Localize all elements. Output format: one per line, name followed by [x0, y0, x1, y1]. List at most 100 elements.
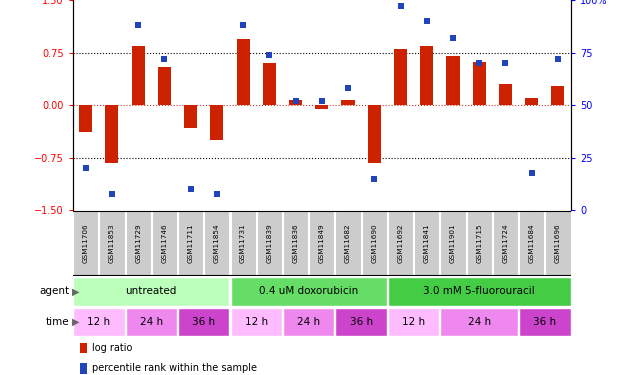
Bar	[73, 308, 124, 336]
Point	[369, 176, 379, 182]
Bar	[440, 211, 466, 275]
Bar	[105, 105, 119, 163]
Text: GSM11839: GSM11839	[266, 224, 273, 263]
Bar	[152, 211, 177, 275]
Point	[107, 190, 117, 196]
Bar	[126, 211, 151, 275]
Bar	[204, 211, 230, 275]
Text: GSM11836: GSM11836	[293, 224, 298, 263]
Bar	[388, 211, 413, 275]
Bar	[73, 211, 98, 275]
Bar	[73, 277, 230, 306]
Bar	[257, 211, 282, 275]
Bar	[545, 211, 570, 275]
Point	[290, 98, 300, 104]
Bar	[493, 211, 518, 275]
Text: GSM11746: GSM11746	[162, 224, 167, 263]
Point	[343, 86, 353, 92]
Bar	[178, 308, 230, 336]
Text: agent: agent	[39, 286, 69, 296]
Text: time: time	[46, 317, 69, 327]
Text: GSM11841: GSM11841	[424, 224, 430, 263]
Bar	[341, 100, 355, 105]
Bar	[126, 308, 177, 336]
Bar	[362, 211, 387, 275]
Point	[422, 18, 432, 24]
Text: 36 h: 36 h	[533, 317, 557, 327]
Text: 12 h: 12 h	[245, 317, 268, 327]
Bar	[132, 46, 144, 105]
Text: GSM11901: GSM11901	[450, 224, 456, 263]
Text: GSM11682: GSM11682	[345, 224, 351, 263]
Text: GSM11731: GSM11731	[240, 224, 246, 263]
Point	[474, 60, 484, 66]
Bar	[525, 98, 538, 105]
Bar	[178, 211, 203, 275]
Point	[500, 60, 510, 66]
Point	[81, 165, 91, 171]
Text: GSM11684: GSM11684	[529, 224, 534, 263]
Text: GSM11853: GSM11853	[109, 224, 115, 263]
Bar	[414, 211, 439, 275]
Bar	[80, 363, 87, 374]
Text: 24 h: 24 h	[139, 317, 163, 327]
Text: GSM11706: GSM11706	[83, 224, 89, 263]
Bar	[99, 211, 124, 275]
Bar	[309, 211, 334, 275]
Text: percentile rank within the sample: percentile rank within the sample	[92, 363, 257, 373]
Bar	[184, 105, 197, 128]
Point	[238, 22, 248, 28]
Text: 0.4 uM doxorubicin: 0.4 uM doxorubicin	[259, 286, 358, 296]
Bar	[262, 63, 276, 105]
Text: 3.0 mM 5-fluorouracil: 3.0 mM 5-fluorouracil	[423, 286, 535, 296]
Point	[133, 22, 143, 28]
Point	[448, 35, 458, 41]
Bar	[551, 86, 565, 105]
Bar	[447, 56, 459, 105]
Point	[527, 170, 537, 176]
Bar	[316, 105, 328, 109]
Text: GSM11724: GSM11724	[502, 224, 509, 263]
Text: ▶: ▶	[72, 286, 80, 296]
Text: GSM11690: GSM11690	[371, 224, 377, 263]
Bar	[440, 308, 518, 336]
Bar	[210, 105, 223, 140]
Point	[317, 98, 327, 104]
Text: 24 h: 24 h	[468, 317, 491, 327]
Point	[264, 52, 274, 58]
Bar	[230, 308, 282, 336]
Text: 36 h: 36 h	[192, 317, 215, 327]
Point	[553, 56, 563, 62]
Bar	[388, 277, 570, 306]
Bar	[336, 308, 387, 336]
Bar	[336, 211, 361, 275]
Bar	[499, 84, 512, 105]
Text: GSM11729: GSM11729	[135, 224, 141, 263]
Bar	[230, 211, 256, 275]
Text: untreated: untreated	[126, 286, 177, 296]
Text: GSM11849: GSM11849	[319, 224, 325, 263]
Bar	[467, 211, 492, 275]
Bar	[519, 211, 545, 275]
Point	[160, 56, 170, 62]
Bar	[79, 105, 92, 132]
Text: ▶: ▶	[72, 317, 80, 327]
Bar	[388, 308, 439, 336]
Text: 12 h: 12 h	[87, 317, 110, 327]
Bar	[394, 49, 407, 105]
Bar	[283, 308, 334, 336]
Bar	[519, 308, 570, 336]
Text: GSM11715: GSM11715	[476, 224, 482, 263]
Bar	[80, 343, 87, 353]
Text: GSM11692: GSM11692	[398, 224, 403, 263]
Point	[396, 3, 406, 9]
Text: GSM11711: GSM11711	[187, 224, 194, 263]
Text: GSM11696: GSM11696	[555, 224, 561, 263]
Bar	[283, 211, 308, 275]
Bar	[158, 67, 171, 105]
Bar	[237, 39, 250, 105]
Bar	[420, 46, 433, 105]
Text: GSM11854: GSM11854	[214, 224, 220, 263]
Text: 24 h: 24 h	[297, 317, 321, 327]
Bar	[368, 105, 381, 163]
